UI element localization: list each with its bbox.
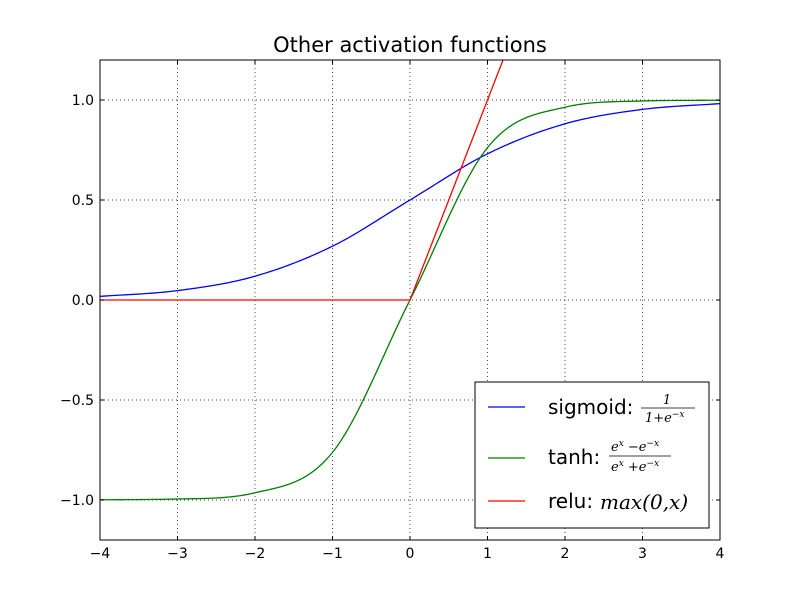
x-tick-label: 0 [406, 546, 415, 562]
chart-title: Other activation functions [273, 33, 547, 57]
y-tick-label: 0.0 [72, 293, 94, 309]
x-tick-labels: −4 −3 −2 −1 0 1 2 3 4 [90, 546, 725, 562]
sigmoid-curve [100, 102, 720, 298]
relu-formula: max(0,x) [600, 490, 688, 514]
x-tick-label: 2 [561, 546, 570, 562]
relu-curve [100, 60, 504, 301]
legend-relu-label: relu: [548, 489, 593, 513]
legend-sigmoid-label: sigmoid: [548, 395, 633, 419]
curves [100, 60, 720, 501]
sigmoid-denominator: 1+e−x [645, 410, 684, 426]
x-tick-label: 3 [638, 546, 647, 562]
legend-tanh-label: tanh: [548, 445, 600, 469]
x-tick-label: 4 [716, 546, 725, 562]
x-tick-label: −1 [322, 546, 343, 562]
x-tick-label: −2 [245, 546, 266, 562]
y-tick-label: −1.0 [60, 493, 94, 509]
x-tick-label: −4 [90, 546, 111, 562]
y-tick-label: 0.5 [72, 193, 94, 209]
tanh-denominator: ex +e−x [611, 459, 659, 475]
x-tick-label: −3 [167, 546, 188, 562]
tanh-numerator: ex −e−x [611, 439, 659, 455]
legend-box [474, 381, 710, 529]
x-tick-label: 1 [483, 546, 492, 562]
sigmoid-numerator: 1 [663, 393, 671, 408]
legend: sigmoid: 1 1+e−x tanh: ex −e−x ex +e−x r… [474, 381, 710, 529]
y-tick-labels: −1.0 −0.5 0.0 0.5 1.0 [60, 93, 94, 509]
axis-ticks [99, 60, 721, 540]
y-tick-label: −0.5 [60, 393, 94, 409]
y-tick-label: 1.0 [72, 93, 94, 109]
